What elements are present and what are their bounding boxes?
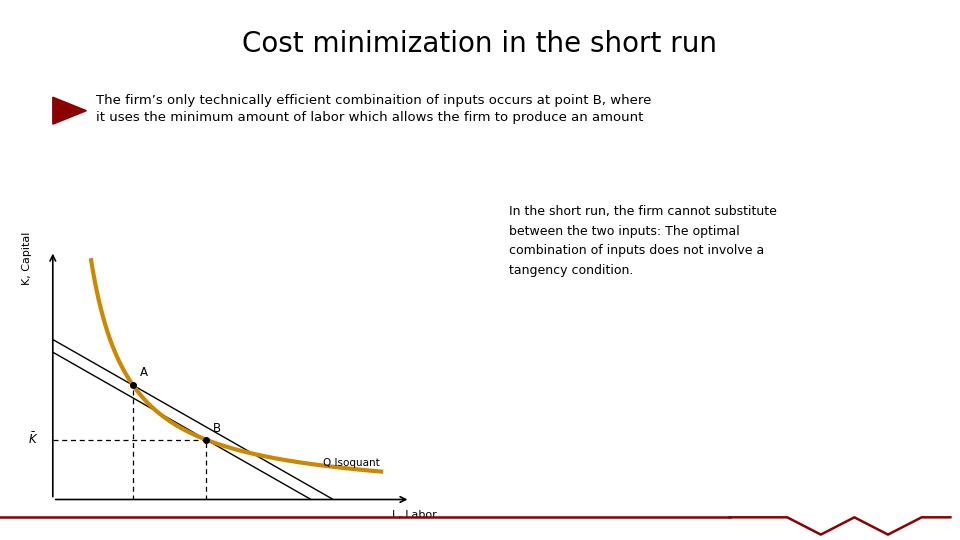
Text: B: B: [212, 422, 221, 435]
Text: it uses the minimum amount of labor which allows the firm to produce an amount: it uses the minimum amount of labor whic…: [96, 111, 643, 124]
Text: The firm’s only technically efficient combinaition of inputs occurs at point B, : The firm’s only technically efficient co…: [96, 94, 652, 107]
Text: Cost minimization in the short run: Cost minimization in the short run: [243, 30, 717, 58]
Text: In the short run, the firm cannot substitute
between the two inputs: The optimal: In the short run, the firm cannot substi…: [509, 205, 777, 276]
Text: K, Capital: K, Capital: [22, 232, 33, 285]
Text: A: A: [139, 366, 148, 379]
Text: L, Labor: L, Labor: [392, 510, 437, 519]
Text: $\bar{K}$: $\bar{K}$: [28, 432, 38, 447]
Text: Q Isoquant: Q Isoquant: [323, 458, 379, 468]
